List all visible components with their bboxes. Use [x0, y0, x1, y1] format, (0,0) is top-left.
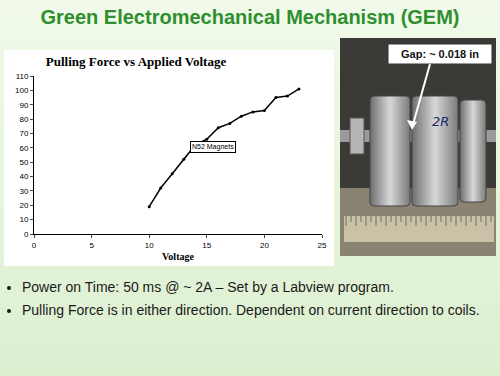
svg-text:0: 0: [32, 241, 37, 250]
svg-text:10: 10: [19, 215, 28, 224]
svg-text:5: 5: [89, 241, 94, 250]
svg-text:N52 Magnets: N52 Magnets: [192, 143, 234, 151]
html-text:Green Electromechanical Mechan: Green Electromechanical Mechanism (GEM): [40, 6, 460, 28]
svg-text:30: 30: [19, 187, 28, 196]
svg-text:20: 20: [260, 241, 269, 250]
html-text:Power on Time: 50 ms @ ~ 2A –: Power on Time: 50 ms @ ~ 2A – Set by a L…: [22, 279, 394, 295]
svg-text:50: 50: [19, 158, 28, 167]
svg-text:Voltage: Voltage: [162, 251, 194, 262]
svg-text:Pulling Force vs Applied Volta: Pulling Force vs Applied Voltage: [46, 54, 227, 69]
svg-text:60: 60: [19, 144, 28, 153]
svg-text:80: 80: [19, 115, 28, 124]
svg-text:15: 15: [202, 241, 211, 250]
svg-text:0: 0: [24, 230, 29, 239]
svg-text:25: 25: [318, 241, 327, 250]
svg-text:110: 110: [16, 72, 29, 81]
svg-text:10: 10: [145, 241, 154, 250]
svg-text:40: 40: [19, 172, 28, 181]
svg-text:20: 20: [19, 201, 28, 210]
svg-text:2R: 2R: [432, 114, 449, 129]
html-text:Pulling Force is in either dir: Pulling Force is in either direction. De…: [22, 301, 480, 318]
svg-text:100: 100: [15, 86, 29, 95]
svg-text:Gap: ~ 0.018 in: Gap: ~ 0.018 in: [401, 48, 479, 60]
svg-text:90: 90: [19, 101, 28, 110]
svg-text:70: 70: [19, 129, 28, 138]
